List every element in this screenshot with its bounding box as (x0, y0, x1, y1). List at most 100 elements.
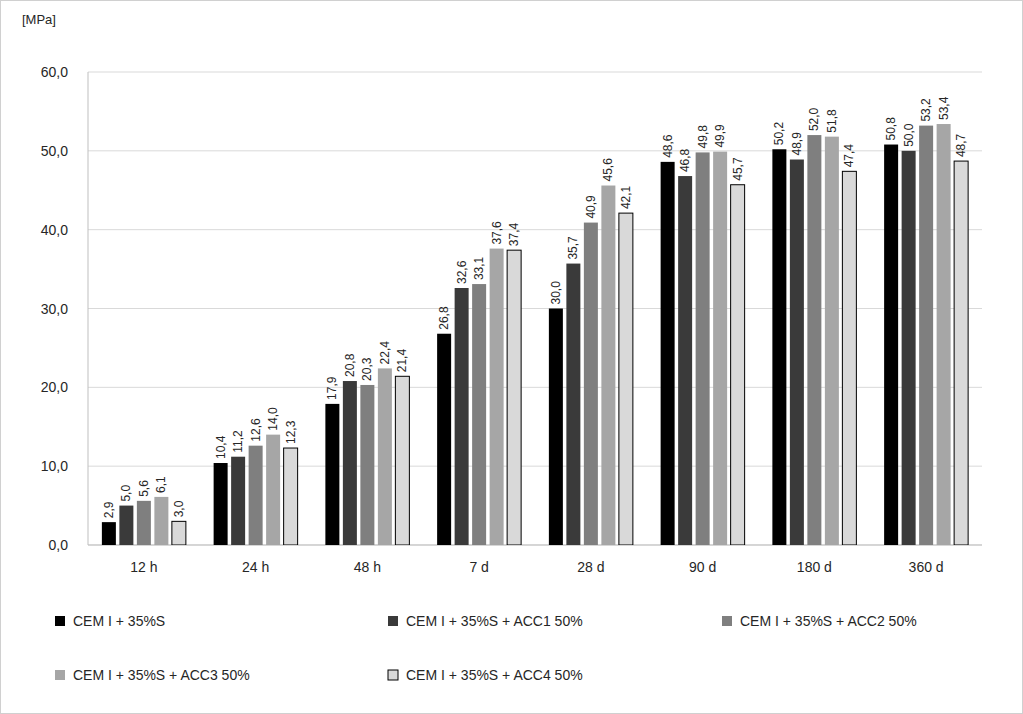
legend-label: CEM I + 35%S + ACC4 50% (406, 667, 583, 683)
data-label: 32,6 (455, 260, 469, 284)
data-label: 52,0 (807, 107, 821, 131)
bar (437, 334, 451, 545)
bar (455, 288, 469, 545)
data-label: 49,8 (696, 125, 710, 149)
bar (566, 264, 580, 545)
chart: [MPa]0,010,020,030,040,050,060,02,910,41… (0, 0, 1023, 714)
data-label: 50,2 (772, 122, 786, 146)
data-label: 48,7 (954, 133, 968, 157)
data-label: 45,7 (731, 157, 745, 181)
data-label: 11,2 (231, 430, 245, 453)
data-label: 48,6 (661, 134, 675, 158)
bar (119, 506, 133, 545)
data-label: 33,1 (472, 256, 486, 280)
data-label: 20,3 (360, 357, 374, 381)
y-axis-label: [MPa] (22, 12, 56, 27)
bar (137, 501, 151, 545)
data-label: 49,9 (713, 124, 727, 148)
data-label: 53,2 (919, 98, 933, 122)
bar (713, 152, 727, 545)
bar (172, 521, 186, 545)
x-tick-label: 48 h (354, 559, 381, 575)
bar (249, 446, 263, 545)
frame (1, 1, 1023, 714)
bar (772, 149, 786, 545)
data-label: 37,4 (507, 222, 521, 246)
legend-label: CEM I + 35%S (73, 613, 165, 629)
bar (842, 171, 856, 545)
bar (584, 223, 598, 545)
y-tick-label: 20,0 (41, 379, 68, 395)
data-label: 42,1 (619, 185, 633, 209)
data-label: 5,0 (119, 485, 133, 502)
bar (601, 186, 615, 545)
y-tick-label: 40,0 (41, 222, 68, 238)
legend-swatch (55, 670, 65, 680)
grid-line (88, 72, 982, 73)
data-label: 50,0 (902, 123, 916, 147)
bar (954, 161, 968, 545)
legend-swatch (722, 616, 732, 626)
bar (937, 124, 951, 545)
y-tick-label: 30,0 (41, 301, 68, 317)
data-label: 40,9 (584, 195, 598, 219)
data-label: 35,7 (566, 236, 580, 260)
y-tick-label: 10,0 (41, 458, 68, 474)
data-label: 20,8 (343, 353, 357, 377)
data-label: 17,9 (325, 376, 339, 400)
data-label: 6,1 (154, 476, 168, 493)
legend-label: CEM I + 35%S + ACC3 50% (73, 667, 250, 683)
bar (472, 284, 486, 545)
bar (619, 213, 633, 545)
data-label: 2,9 (102, 501, 116, 518)
legend-swatch (55, 616, 65, 626)
bars (102, 124, 968, 545)
data-label: 3,0 (172, 500, 186, 517)
bar (266, 435, 280, 545)
x-tick-label: 28 d (577, 559, 604, 575)
data-label: 45,6 (601, 158, 615, 182)
bar (731, 185, 745, 545)
data-label: 50,8 (884, 117, 898, 141)
x-tick-label: 7 d (469, 559, 488, 575)
data-labels: 2,910,417,926,830,048,650,250,85,011,220… (102, 96, 968, 518)
legend-label: CEM I + 35%S + ACC1 50% (406, 613, 583, 629)
data-label: 10,4 (214, 435, 228, 459)
data-label: 51,8 (825, 109, 839, 133)
bar (490, 249, 504, 545)
data-label: 12,3 (284, 420, 298, 444)
bar (884, 145, 898, 545)
data-label: 30,0 (549, 281, 563, 305)
bar (678, 176, 692, 545)
bar (825, 137, 839, 545)
bar (395, 376, 409, 545)
data-label: 22,4 (378, 341, 392, 365)
bar (325, 404, 339, 545)
data-label: 53,4 (937, 96, 951, 120)
data-label: 37,6 (490, 221, 504, 245)
y-tick-label: 50,0 (41, 143, 68, 159)
legend-label: CEM I + 35%S + ACC2 50% (740, 613, 917, 629)
bar (231, 457, 245, 545)
y-tick-label: 60,0 (41, 64, 68, 80)
bar (919, 126, 933, 545)
bar (102, 522, 116, 545)
data-label: 46,8 (678, 148, 692, 172)
data-label: 12,6 (249, 418, 263, 442)
legend-swatch (388, 616, 398, 626)
bar (154, 497, 168, 545)
bar (790, 160, 804, 545)
x-tick-label: 24 h (242, 559, 269, 575)
bar (661, 162, 675, 545)
bar (378, 368, 392, 545)
bar (507, 250, 521, 545)
bar (807, 135, 821, 545)
x-tick-label: 90 d (689, 559, 716, 575)
data-label: 5,6 (137, 480, 151, 497)
x-tick-label: 360 d (909, 559, 944, 575)
bar (902, 151, 916, 545)
x-tick-label: 180 d (797, 559, 832, 575)
bar (549, 309, 563, 546)
data-label: 47,4 (842, 144, 856, 168)
data-label: 48,9 (790, 132, 804, 156)
